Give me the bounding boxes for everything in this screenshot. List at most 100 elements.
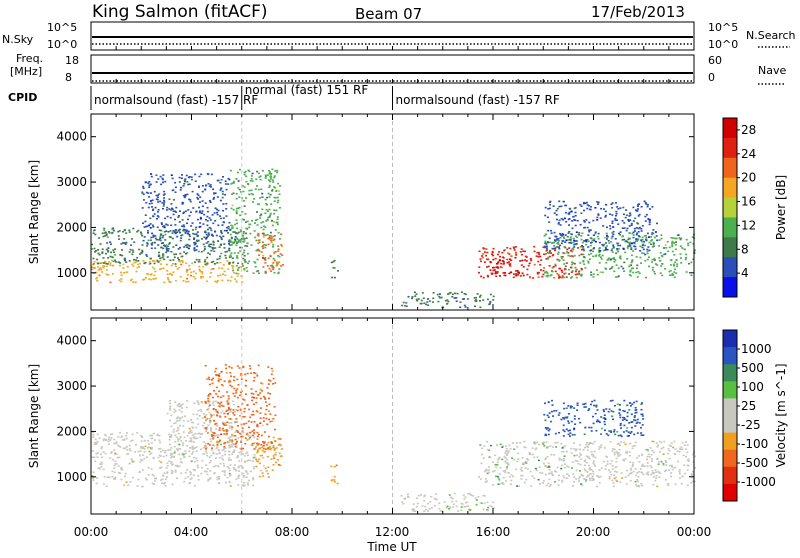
data-cell [123, 272, 125, 274]
data-cell [653, 259, 656, 261]
data-cell [231, 241, 234, 244]
data-cell [256, 393, 259, 396]
data-cell [658, 451, 661, 453]
data-cell [176, 465, 179, 468]
data-cell [573, 243, 576, 246]
data-cell [230, 367, 233, 369]
data-cell [639, 468, 642, 470]
data-cell [184, 210, 187, 213]
data-cell [582, 474, 584, 477]
data-cell [137, 478, 140, 481]
data-cell [205, 452, 208, 454]
data-cell [170, 434, 173, 436]
data-cell [548, 428, 551, 431]
data-cell [186, 269, 189, 271]
data-cell [188, 235, 191, 238]
colorbar-tick-label: -25 [741, 418, 761, 432]
data-cell [620, 441, 623, 443]
data-cell [205, 233, 208, 236]
data-cell [206, 215, 209, 218]
data-cell [426, 502, 429, 505]
data-cell [451, 497, 454, 500]
data-cell [674, 248, 677, 251]
data-cell [613, 430, 616, 433]
data-cell [630, 224, 633, 226]
data-cell [479, 300, 481, 302]
data-cell [277, 464, 280, 466]
data-cell [542, 246, 545, 249]
data-cell [234, 238, 237, 241]
data-cell [257, 460, 260, 463]
data-cell [246, 270, 249, 272]
data-cell [200, 277, 203, 279]
data-cell [199, 217, 202, 220]
data-cell [268, 172, 271, 175]
data-cell [182, 453, 185, 456]
data-cell [178, 453, 181, 456]
data-cell [564, 204, 567, 207]
data-cell [252, 396, 255, 399]
data-cell [199, 222, 202, 224]
data-cell [523, 446, 526, 448]
data-cell [99, 268, 102, 270]
data-cell [143, 448, 146, 450]
data-cell [248, 426, 250, 429]
data-cell [103, 476, 106, 478]
data-cell [138, 262, 141, 265]
data-cell [580, 267, 583, 270]
data-cell [231, 267, 234, 269]
data-cell [228, 425, 231, 427]
data-cell [602, 460, 605, 463]
data-cell [628, 232, 631, 234]
data-cell [174, 191, 177, 193]
data-cell [256, 218, 259, 221]
data-cell [233, 271, 235, 274]
data-cell [248, 223, 251, 226]
data-cell [170, 425, 173, 428]
data-cell [268, 184, 271, 187]
data-cell [685, 441, 687, 443]
data-cell [238, 451, 241, 454]
data-cell [206, 473, 209, 476]
data-cell [644, 448, 647, 451]
data-cell [160, 229, 163, 232]
data-cell [92, 431, 95, 434]
data-cell [261, 382, 264, 385]
data-cell [232, 412, 235, 415]
data-cell [482, 276, 485, 279]
data-cell [504, 471, 507, 474]
data-cell [487, 509, 490, 512]
data-cell [539, 483, 542, 485]
data-cell [171, 262, 174, 265]
data-cell [582, 260, 585, 263]
data-region [543, 399, 645, 438]
data-cell [686, 484, 689, 486]
data-cell [596, 475, 599, 477]
data-cell [509, 265, 512, 267]
data-cell [630, 471, 633, 474]
data-cell [212, 444, 215, 447]
data-cell [100, 461, 103, 464]
data-cell [576, 409, 579, 411]
data-cell [173, 256, 176, 259]
data-cell [221, 449, 224, 451]
data-cell [271, 264, 274, 267]
data-cell [657, 444, 659, 446]
data-cell [255, 390, 258, 393]
data-cell [236, 275, 239, 277]
data-cell [120, 468, 123, 471]
data-cell [185, 440, 187, 442]
data-cell [169, 454, 172, 456]
data-cell [432, 292, 435, 294]
data-cell [501, 458, 504, 461]
data-cell [186, 243, 189, 246]
data-cell [559, 236, 562, 239]
data-cell [179, 189, 182, 191]
data-cell [230, 428, 233, 431]
data-cell [616, 219, 618, 221]
data-cell [210, 272, 213, 274]
data-cell [237, 484, 240, 486]
data-cell [585, 479, 588, 481]
data-cell [93, 229, 95, 232]
data-cell [237, 476, 240, 478]
